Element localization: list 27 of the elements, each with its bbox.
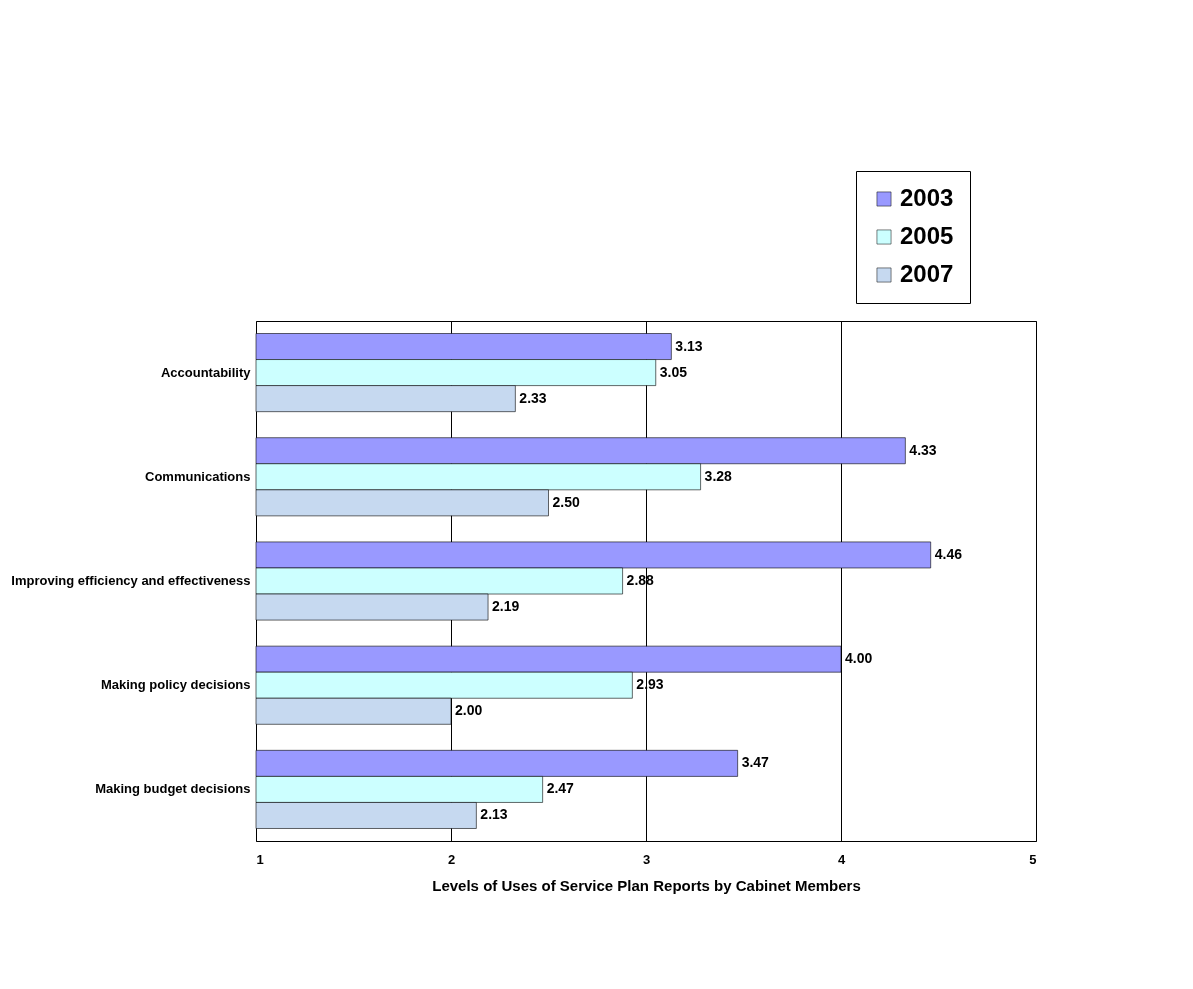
legend-label: 2007 — [900, 260, 954, 287]
x-tick-label: 2 — [447, 851, 456, 867]
x-tick-label: 5 — [1029, 851, 1037, 867]
x-axis-title: Levels of Uses of Service Plan Reports by Cabinet Members — [432, 876, 861, 894]
x-tick-label: 3 — [642, 851, 651, 867]
x-tick-label: 4 — [837, 851, 846, 867]
y-tick-label: Making policy decisions — [100, 677, 251, 693]
text: 2.19 — [492, 598, 520, 615]
y-tick-label: Communications — [145, 468, 251, 484]
text: 3.05 — [659, 363, 687, 380]
y-tick-label: Improving efficiency and effectiveness — [11, 573, 251, 588]
text: 4.46 — [934, 545, 962, 562]
y-tick-label: Accountability — [160, 364, 252, 380]
text: 2.47 — [546, 780, 574, 797]
y-tick-label: Making budget decisions — [95, 781, 251, 797]
text: 4.00 — [845, 650, 873, 667]
text: 2.13 — [480, 806, 508, 823]
text: 3.47 — [741, 754, 769, 771]
text: 3.28 — [704, 467, 732, 484]
text: 2.50 — [552, 493, 580, 510]
text: 4.33 — [909, 441, 937, 458]
text: 2.33 — [519, 389, 547, 406]
legend-label: 2003 — [900, 184, 954, 211]
legend-label: 2005 — [900, 222, 954, 249]
text: 3.13 — [675, 337, 703, 354]
text: 2.00 — [455, 702, 483, 719]
x-tick-label: 1 — [256, 851, 264, 867]
